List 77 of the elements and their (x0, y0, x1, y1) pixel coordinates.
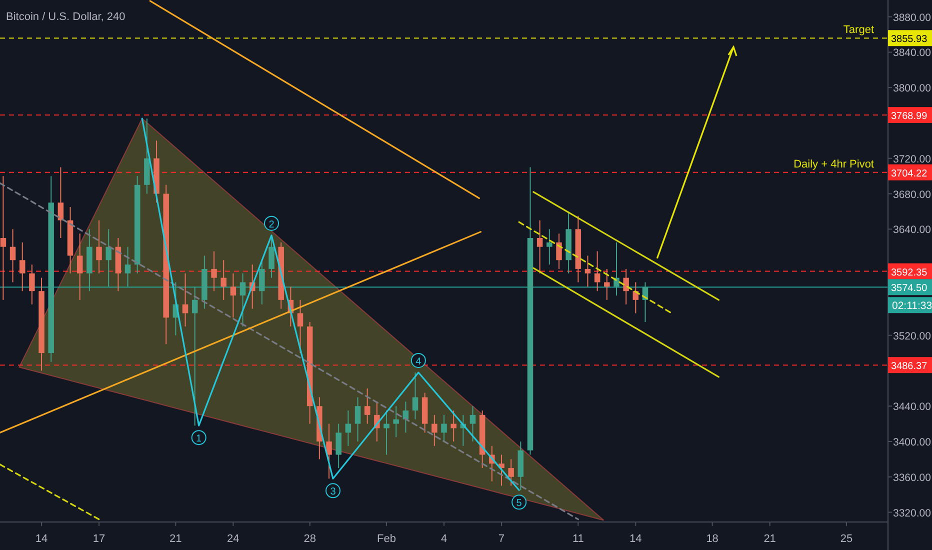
candlestick (240, 272, 246, 327)
x-tick-label: 21 (170, 533, 182, 545)
candlestick (96, 220, 102, 274)
candlestick (364, 388, 370, 424)
candlestick (345, 410, 352, 446)
candlestick (556, 233, 562, 270)
candlestick (182, 272, 188, 327)
y-tick-label: 3360.00 (893, 472, 932, 484)
x-tick-label: 18 (706, 533, 718, 545)
ref-line-label: Daily + 4hr Pivot (794, 158, 874, 170)
candlestick (58, 166, 64, 238)
candlestick (508, 458, 514, 486)
candlestick (29, 264, 35, 305)
x-tick-label: 11 (572, 533, 584, 545)
candlestick (297, 299, 304, 354)
annotation: 4 (416, 356, 422, 368)
candlestick (220, 260, 226, 300)
annotation: 3855.93 (891, 34, 928, 46)
x-tick-label: Feb (377, 533, 396, 545)
annotation: 3768.99 (891, 111, 928, 122)
candlestick (326, 423, 332, 480)
candlestick (230, 272, 236, 318)
y-tick-label: 3720.00 (893, 153, 932, 166)
text: 02:11:33 (892, 300, 932, 312)
y-tick-label: 3840.00 (893, 47, 932, 60)
candlestick (594, 250, 600, 292)
annotation: 2 (268, 219, 275, 230)
candlestick (546, 228, 552, 266)
candlestick (336, 423, 342, 469)
candlestick (384, 410, 390, 456)
y-tick-label: 3680.00 (893, 188, 932, 201)
x-tick-label: 24 (227, 533, 240, 545)
candlestick (498, 454, 504, 486)
annotation: 3574.50 (891, 283, 928, 294)
annotation: 3486.37 (891, 361, 928, 372)
candlestick (259, 260, 265, 305)
y-tick-label: 3800.00 (893, 82, 932, 95)
candlestick (412, 372, 418, 420)
y-tick-label: 3640.00 (893, 224, 932, 236)
candlestick (450, 410, 456, 442)
x-tick-label: 17 (92, 533, 106, 545)
candlestick (432, 414, 438, 446)
candlestick (441, 414, 447, 442)
y-tick-label: 3440.00 (893, 401, 932, 414)
x-tick-label: 4 (440, 533, 448, 545)
candlestick (470, 406, 476, 442)
candlestick (76, 233, 83, 300)
annotation: 1 (196, 434, 202, 445)
candlestick (211, 250, 217, 292)
annotation: 3704.22 (891, 168, 928, 180)
candlestick (536, 220, 543, 274)
ref-line-label: Target (843, 24, 874, 36)
annotation: 5 (516, 498, 522, 510)
candlestick (0, 176, 6, 300)
candlestick (124, 246, 131, 288)
x-tick-label: 14 (630, 533, 642, 545)
y-tick-label: 3320.00 (893, 507, 932, 520)
candlestick (354, 396, 361, 442)
candlestick (10, 228, 16, 283)
y-tick-label: 3880.00 (893, 12, 932, 24)
text: Bitcoin / U.S. Dollar, 240 (6, 11, 126, 23)
annotation: 3592.35 (891, 267, 928, 278)
y-tick-label: 3520.00 (893, 330, 932, 342)
candlestick (192, 286, 198, 426)
candlestick (584, 255, 591, 288)
candlestick (623, 268, 629, 305)
annotation: 3 (330, 486, 336, 498)
x-tick-label: 14 (35, 533, 48, 545)
candlestick (19, 242, 26, 292)
x-tick-label: 7 (498, 533, 505, 545)
x-tick-label: 28 (304, 533, 316, 545)
y-tick-label: 3400.00 (893, 436, 932, 448)
candlestick (106, 228, 112, 288)
x-tick-label: 21 (764, 533, 776, 545)
candlestick (393, 406, 399, 438)
x-tick-label: 25 (840, 533, 853, 545)
candlestick (604, 268, 610, 300)
